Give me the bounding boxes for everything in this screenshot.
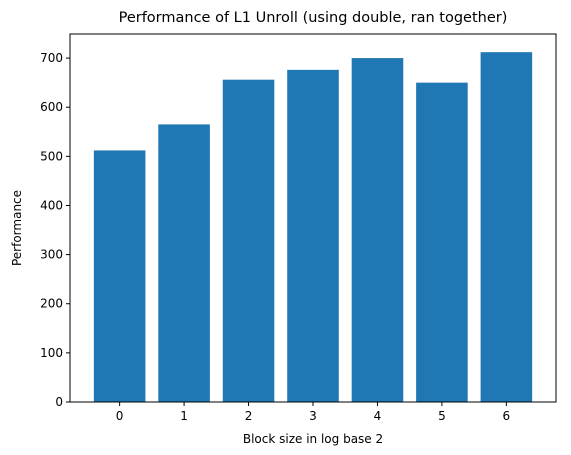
x-axis-label: Block size in log base 2 — [243, 432, 383, 446]
x-tick-label: 4 — [374, 409, 382, 423]
chart-title: Performance of L1 Unroll (using double, … — [119, 10, 508, 26]
bar-3 — [287, 69, 339, 402]
y-tick-label: 600 — [40, 100, 63, 114]
bar-1 — [158, 124, 210, 403]
x-tick-label: 2 — [245, 409, 253, 423]
y-tick-label: 700 — [40, 51, 63, 65]
y-tick-label: 100 — [40, 346, 63, 360]
y-tick-label: 500 — [40, 149, 63, 163]
x-tick-label: 5 — [438, 409, 446, 423]
y-tick-label: 200 — [40, 297, 63, 311]
x-tick-label: 0 — [116, 409, 124, 423]
plot-frame — [69, 33, 557, 403]
x-tick-label: 3 — [309, 409, 317, 423]
y-tick-label: 300 — [40, 248, 63, 262]
bar-5 — [416, 82, 468, 402]
bar-2 — [222, 79, 275, 402]
x-axis-ticks: 0 1 2 3 4 5 6 — [116, 402, 510, 423]
y-axis-ticks: 0 100 200 300 400 500 600 700 — [40, 51, 70, 409]
y-tick-label: 0 — [55, 395, 63, 409]
bar-6 — [480, 52, 533, 403]
y-tick-label: 400 — [40, 198, 63, 212]
bar-4 — [351, 58, 404, 402]
x-tick-label: 6 — [503, 409, 511, 423]
y-axis-label: Performance — [10, 190, 24, 266]
x-tick-label: 1 — [180, 409, 188, 423]
bar-0 — [93, 150, 146, 402]
bars-layer — [93, 52, 533, 403]
